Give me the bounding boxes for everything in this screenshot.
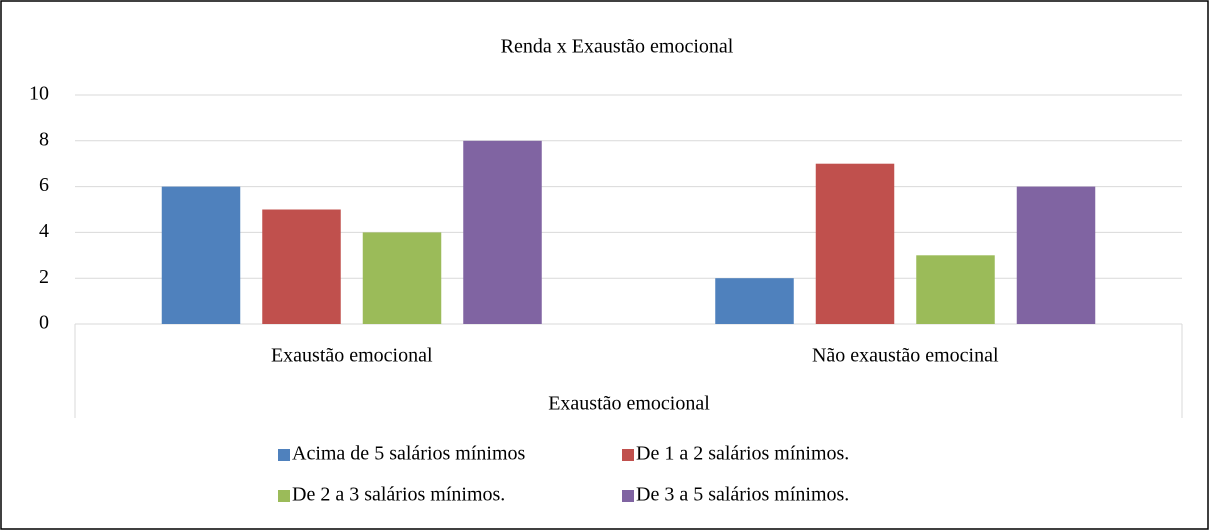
x-tick-label: Não exaustão emocinal: [812, 345, 999, 367]
x-tick-label: Exaustão emocional: [271, 345, 433, 367]
legend-swatch: [278, 449, 290, 461]
y-tick-label: 0: [39, 312, 49, 334]
bar: [161, 186, 241, 324]
legend-swatch: [622, 490, 634, 502]
chart-title: Renda x Exaustão emocional: [501, 36, 734, 58]
bar: [362, 232, 442, 324]
bar: [916, 255, 995, 324]
y-tick-label: 10: [29, 83, 49, 105]
legend-label: De 2 a 3 salários mínimos.: [292, 484, 505, 506]
legend-label: Acima de 5 salários mínimos: [292, 443, 526, 465]
y-tick-label: 2: [39, 266, 49, 288]
y-tick-label: 6: [39, 174, 49, 196]
bar: [815, 163, 895, 324]
bar: [1016, 186, 1096, 324]
legend-label: De 3 a 5 salários mínimos.: [636, 484, 849, 506]
y-tick-label: 4: [39, 220, 49, 242]
y-tick-label: 8: [39, 128, 49, 150]
bar: [262, 209, 341, 324]
bar: [463, 140, 542, 324]
legend-label: De 1 a 2 salários mínimos.: [636, 443, 849, 465]
x-axis-title: Exaustão emocional: [548, 393, 710, 415]
legend-swatch: [622, 449, 634, 461]
bar: [715, 278, 794, 324]
legend-swatch: [278, 490, 290, 502]
